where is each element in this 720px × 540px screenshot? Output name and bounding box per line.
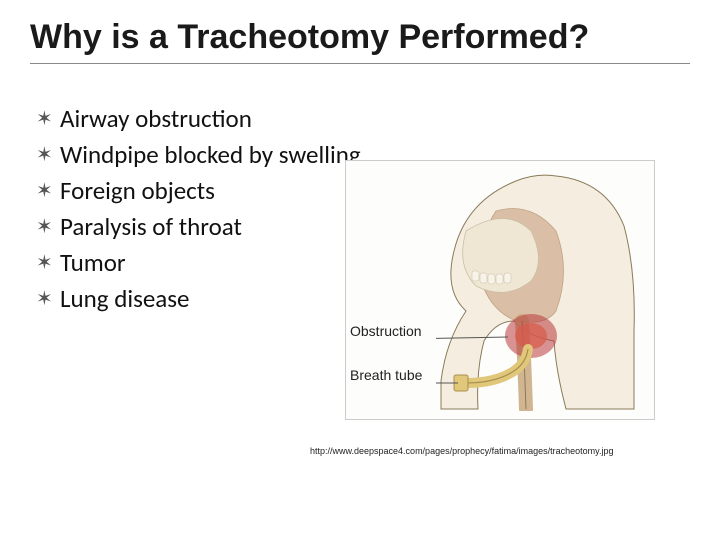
- bullet-icon: ✶: [36, 246, 60, 280]
- bullet-text: Foreign objects: [60, 174, 215, 208]
- bullet-text: Airway obstruction: [60, 102, 252, 136]
- page-title: Why is a Tracheotomy Performed?: [30, 18, 690, 64]
- figure-label-obstruction2: Obstruction: [350, 323, 422, 339]
- bullet-text: Paralysis of throat: [60, 210, 242, 244]
- anatomy-figure: Obstruction Breath tube: [345, 160, 655, 420]
- citation-text: http://www.deepspace4.com/pages/prophecy…: [310, 446, 614, 456]
- bullet-icon: ✶: [36, 102, 60, 136]
- bullet-icon: ✶: [36, 282, 60, 316]
- anatomy-svg: [436, 171, 646, 411]
- list-item: ✶ Airway obstruction: [36, 102, 416, 136]
- bullet-icon: ✶: [36, 174, 60, 208]
- bullet-icon: ✶: [36, 138, 60, 172]
- bullet-text: Windpipe blocked by swelling: [60, 138, 361, 172]
- bullet-text: Lung disease: [60, 282, 189, 316]
- figure-label-breath-tube: Breath tube: [350, 367, 422, 383]
- bullet-icon: ✶: [36, 210, 60, 244]
- bullet-text: Tumor: [60, 246, 126, 280]
